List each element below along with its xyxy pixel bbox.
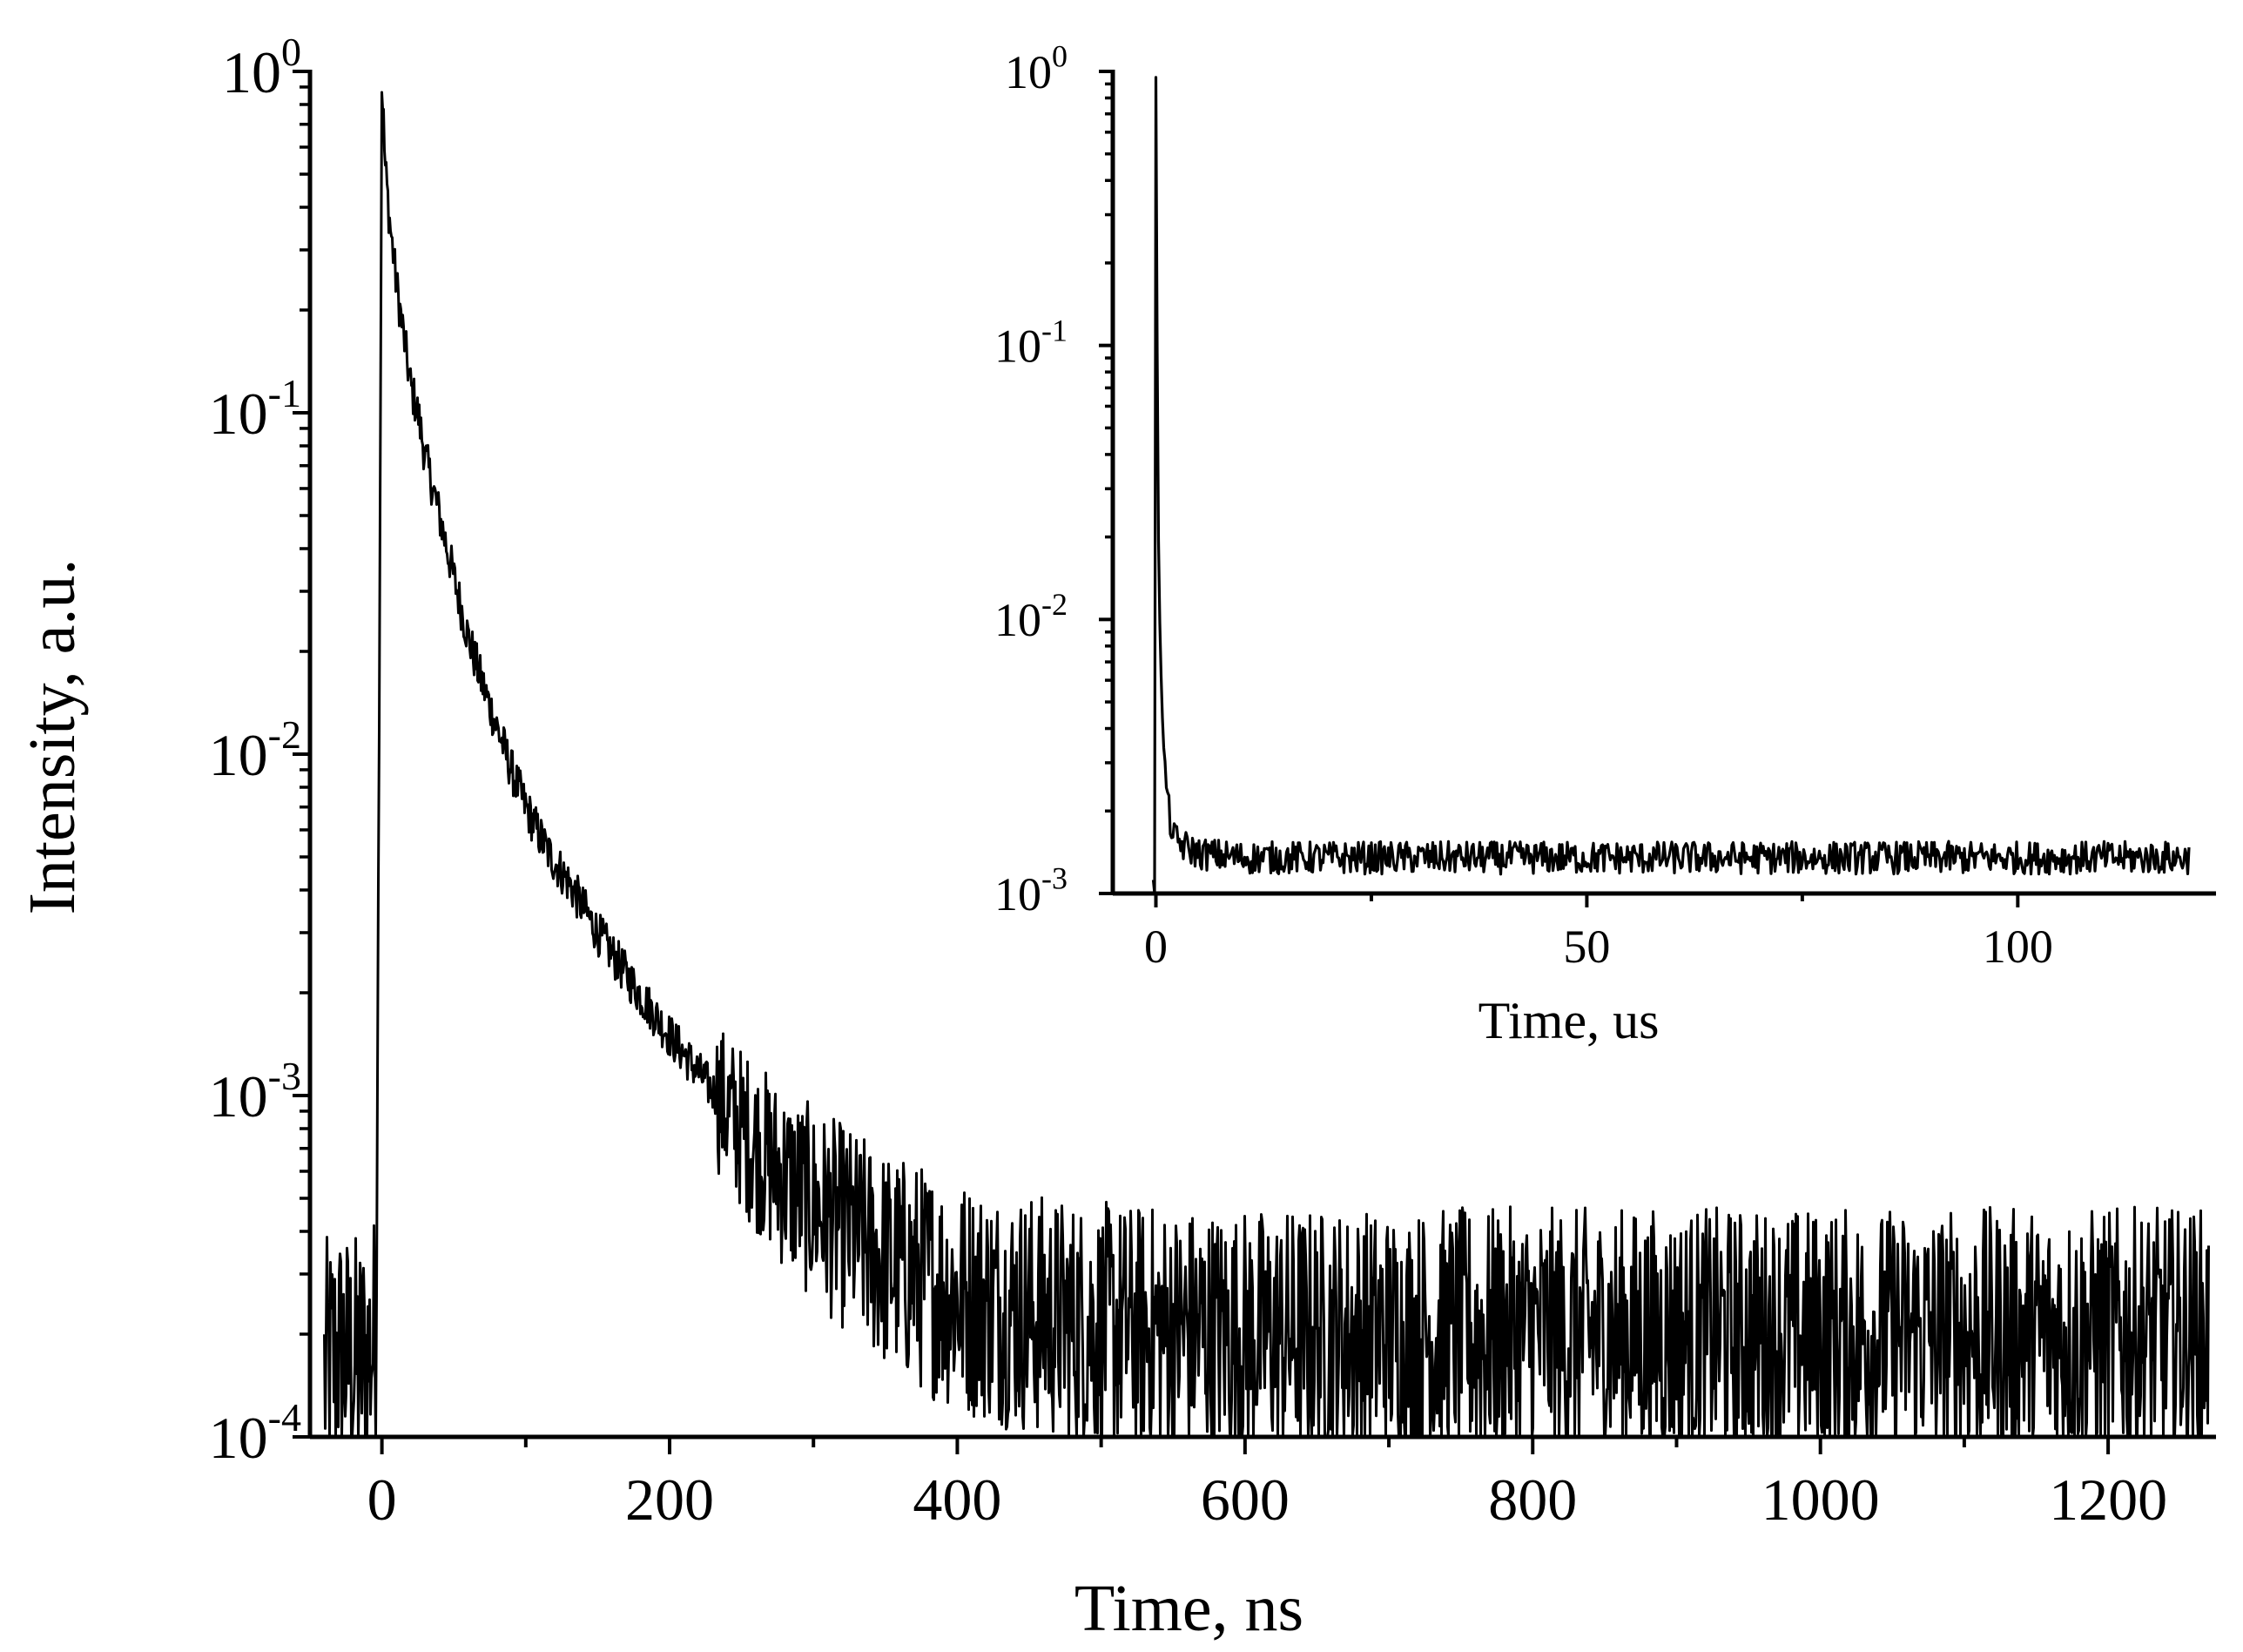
main-x-tick-label: 200	[625, 1467, 714, 1533]
main-y-axis-title: Intensity, a.u.	[16, 559, 89, 915]
inset-x-tick-label: 50	[1563, 920, 1610, 973]
inset-x-tick-label: 0	[1144, 920, 1168, 973]
main-decay-trace	[323, 91, 2210, 1439]
inset-y-tick-label: 10-2	[994, 587, 1068, 646]
main-x-tick-label: 400	[913, 1467, 1001, 1533]
inset-plot: 0 50 100 100 10-1 10-2 10-3 Time, us	[994, 39, 2216, 1049]
main-x-tick-label: 1000	[1761, 1467, 1880, 1533]
inset-x-tick-label: 100	[1983, 920, 2053, 973]
main-y-tick-label: 100	[222, 30, 301, 105]
inset-y-tick-label: 100	[1005, 39, 1068, 98]
inset-y-tick-label: 10-3	[994, 861, 1068, 920]
main-y-tick-label: 10-3	[209, 1054, 301, 1129]
inset-x-axis-title: Time, us	[1478, 992, 1660, 1049]
inset-decay-trace	[1151, 76, 2191, 895]
main-y-tick-label: 10-2	[209, 712, 301, 788]
inset-y-tick-label: 10-1	[994, 313, 1068, 372]
main-x-tick-label: 600	[1201, 1467, 1290, 1533]
main-y-tick-label: 10-4	[209, 1395, 301, 1471]
main-x-tick-label: 1200	[2049, 1467, 2167, 1533]
main-y-tick-label: 10-1	[209, 371, 301, 447]
main-x-tick-label: 0	[367, 1467, 397, 1533]
main-x-axis-title: Time, ns	[1074, 1572, 1303, 1645]
main-x-tick-label: 800	[1488, 1467, 1577, 1533]
main-plot: 0 200 400 600 800 1000 120010010-110-210-310-4…	[16, 30, 2216, 1645]
